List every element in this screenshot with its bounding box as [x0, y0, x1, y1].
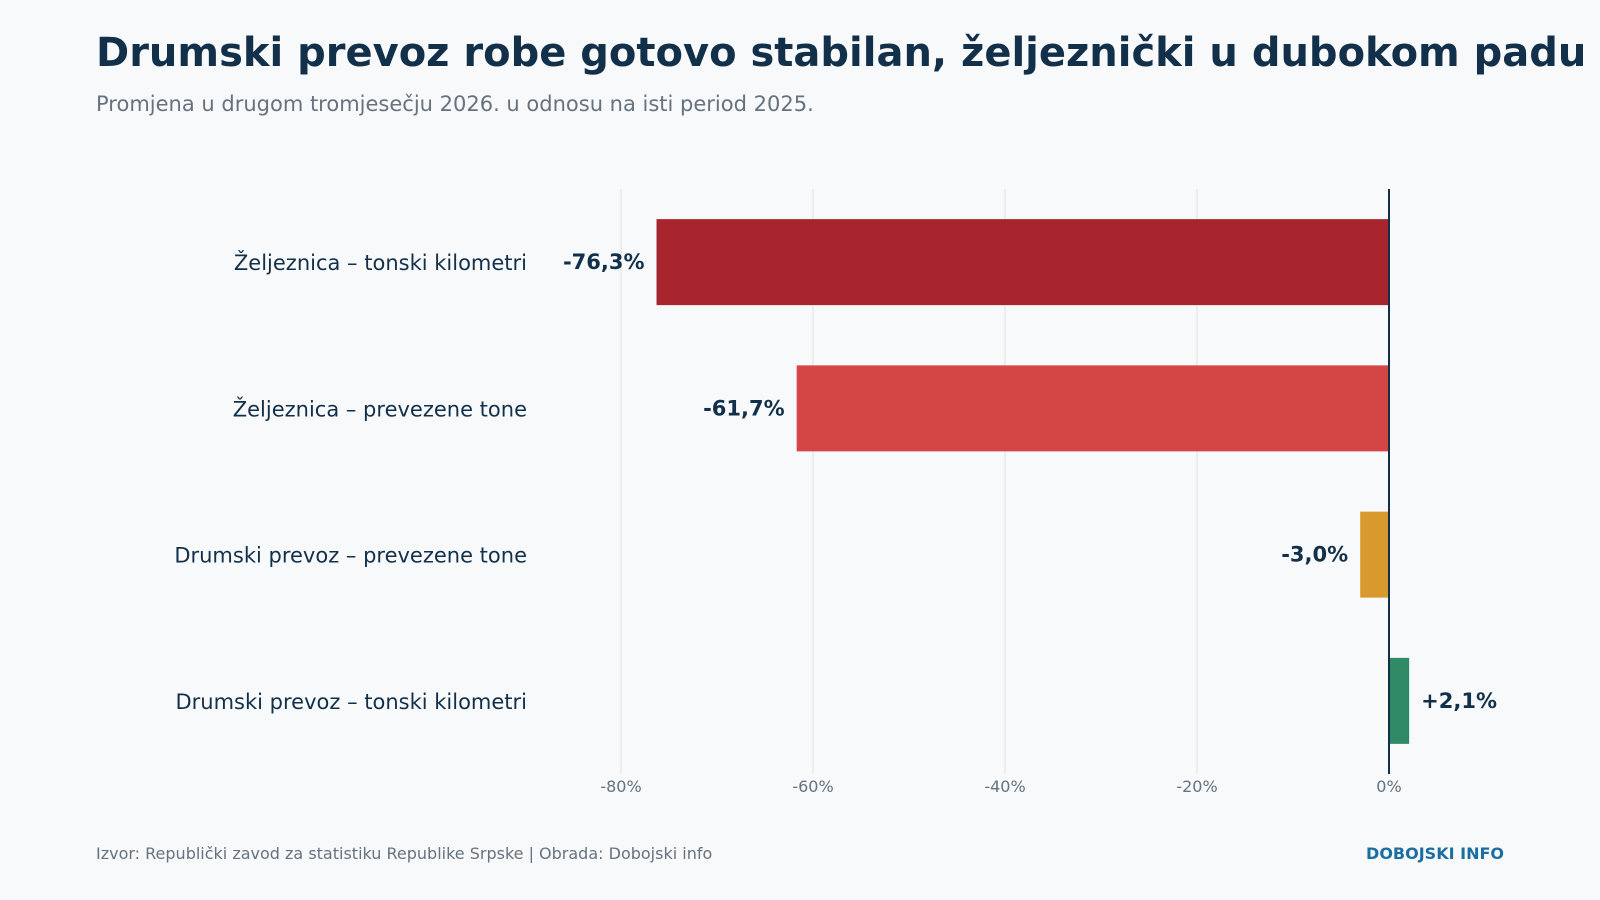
bar [1360, 511, 1389, 598]
bar-value-label: -61,7% [703, 396, 785, 420]
bar [1389, 657, 1410, 744]
x-tick-label: -20% [1176, 777, 1217, 796]
x-tick-label: -80% [600, 777, 641, 796]
brand-label: DOBOJSKI INFO [1366, 844, 1504, 863]
x-tick-label: 0% [1376, 777, 1401, 796]
bar-value-label: -3,0% [1281, 543, 1348, 567]
x-tick-label: -60% [792, 777, 833, 796]
bar [656, 219, 1389, 306]
category-label: Drumski prevoz – prevezene tone [174, 544, 527, 568]
bar [796, 365, 1389, 452]
category-label: Željeznica – prevezene tone [233, 396, 527, 421]
category-label: Drumski prevoz – tonski kilometri [175, 690, 527, 714]
chart-title: Drumski prevoz robe gotovo stabilan, žel… [96, 30, 1587, 76]
bar-value-label: -76,3% [563, 250, 645, 274]
chart-subtitle: Promjena u drugom tromjesečju 2026. u od… [96, 92, 814, 116]
x-tick-label: -40% [984, 777, 1025, 796]
source-note: Izvor: Republički zavod za statistiku Re… [96, 844, 713, 863]
category-label: Željeznica – tonski kilometri [234, 250, 527, 275]
bar-value-label: +2,1% [1421, 689, 1497, 713]
